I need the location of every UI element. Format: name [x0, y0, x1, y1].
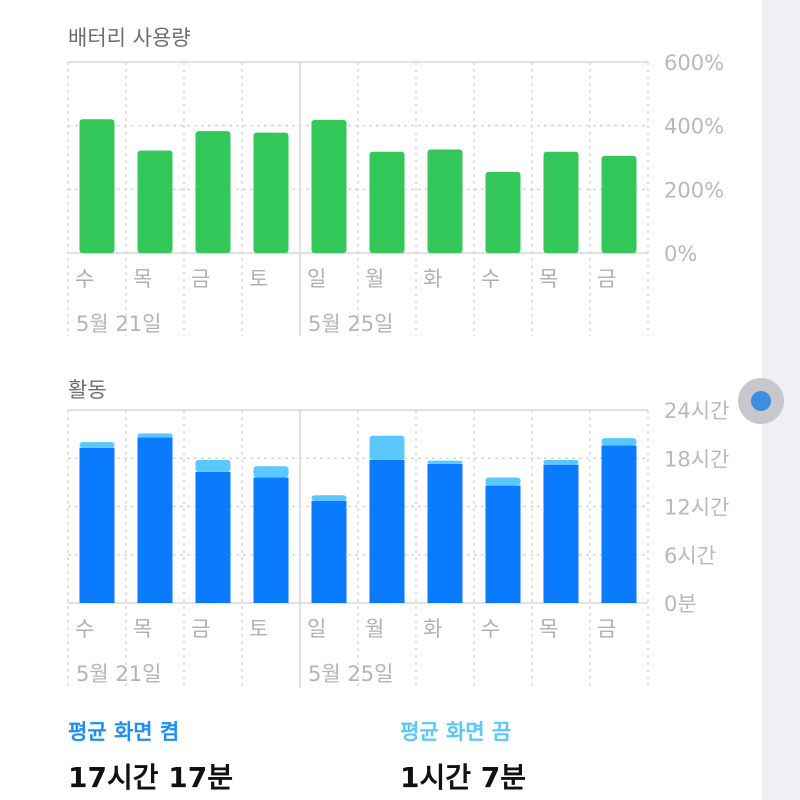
bar-screen-on[interactable] [601, 445, 637, 603]
bar[interactable] [601, 155, 637, 253]
x-tick-label: 수 [481, 617, 500, 641]
avg-screen-off-value: 1시간 7분 [400, 761, 526, 794]
x-tick-label: 목 [133, 267, 152, 291]
battery-chart[interactable]: 600% 400% 200% 0% 수 목 금 토 일 월 화 수 목 금 5월 21일 5월 25일 [0, 20, 762, 350]
battery-title: 배터리 사용량 [68, 26, 191, 50]
x-tick-label: 월 [365, 267, 384, 291]
avg-screen-off-label: 평균 화면 끔 [400, 720, 512, 744]
x-tick-label: 금 [597, 267, 616, 291]
x-tick-label: 일 [307, 267, 326, 291]
x-tick-label: 화 [423, 267, 442, 291]
avg-screen-on-value: 17시간 17분 [68, 761, 233, 794]
x-tick-label: 목 [539, 267, 558, 291]
y-tick-label: 18시간 [664, 447, 729, 471]
bar-screen-off[interactable] [601, 438, 637, 446]
y-tick-label: 24시간 [664, 399, 729, 423]
bar-screen-on[interactable] [427, 463, 463, 603]
scroll-knob[interactable] [738, 378, 784, 424]
bar[interactable] [79, 119, 115, 253]
y-tick-label: 6시간 [664, 544, 716, 568]
bar-screen-on[interactable] [311, 500, 347, 603]
x-tick-label: 금 [191, 267, 210, 291]
bar[interactable] [137, 150, 173, 253]
bar-screen-on[interactable] [543, 464, 579, 603]
date-label: 5월 25일 [308, 312, 393, 336]
bar[interactable] [195, 131, 231, 253]
bar-screen-off[interactable] [369, 435, 405, 460]
bar-screen-off[interactable] [195, 459, 231, 472]
bar[interactable] [427, 149, 463, 253]
x-tick-label: 수 [75, 267, 94, 291]
battery-card: 배터리 사용량 600% 400% 200% 0% 수 목 금 토 일 월 화 수 목 금 5월 21일 5월… [0, 0, 762, 800]
bar-screen-off[interactable] [79, 442, 115, 448]
date-label: 5월 21일 [76, 662, 161, 686]
bar[interactable] [485, 171, 521, 253]
x-tick-label: 금 [191, 617, 210, 641]
avg-screen-on-label: 평균 화면 켬 [68, 720, 180, 744]
bar-screen-off[interactable] [137, 433, 173, 438]
x-tick-label: 목 [539, 617, 558, 641]
y-tick-label: 600% [664, 51, 724, 75]
bar-screen-on[interactable] [253, 477, 289, 603]
date-label: 5월 21일 [76, 312, 161, 336]
bar[interactable] [311, 119, 347, 253]
x-tick-label: 일 [307, 617, 326, 641]
y-tick-label: 400% [664, 115, 724, 139]
scroll-knob-dot [751, 391, 771, 411]
bar-screen-on[interactable] [79, 447, 115, 603]
y-tick-label: 12시간 [664, 496, 729, 520]
x-tick-label: 월 [365, 617, 384, 641]
y-tick-label: 0분 [664, 592, 697, 616]
bar-screen-on[interactable] [369, 459, 405, 603]
bar-screen-on[interactable] [485, 485, 521, 603]
x-tick-label: 화 [423, 617, 442, 641]
activity-chart[interactable]: 24시간 18시간 12시간 6시간 0분수 목 금 토 일 월 화 수 목 금 5월 21일 5월 25일 [0, 372, 762, 702]
x-tick-label: 금 [597, 617, 616, 641]
x-tick-label: 토 [249, 267, 268, 291]
x-tick-label: 수 [481, 267, 500, 291]
bar-screen-on[interactable] [195, 471, 231, 603]
bar[interactable] [253, 132, 289, 253]
y-tick-label: 200% [664, 178, 724, 202]
bar[interactable] [369, 151, 405, 253]
bar-screen-off[interactable] [485, 477, 521, 486]
y-tick-label: 0% [664, 242, 697, 266]
bar[interactable] [543, 151, 579, 253]
x-tick-label: 수 [75, 617, 94, 641]
date-label: 5월 25일 [308, 662, 393, 686]
x-tick-label: 목 [133, 617, 152, 641]
bar-screen-off[interactable] [253, 466, 289, 478]
bar-screen-on[interactable] [137, 437, 173, 603]
activity-title: 활동 [68, 378, 107, 402]
bar-screen-off[interactable] [543, 459, 579, 465]
bar-screen-off[interactable] [311, 495, 347, 501]
bar-screen-off[interactable] [427, 460, 463, 464]
x-tick-label: 토 [249, 617, 268, 641]
